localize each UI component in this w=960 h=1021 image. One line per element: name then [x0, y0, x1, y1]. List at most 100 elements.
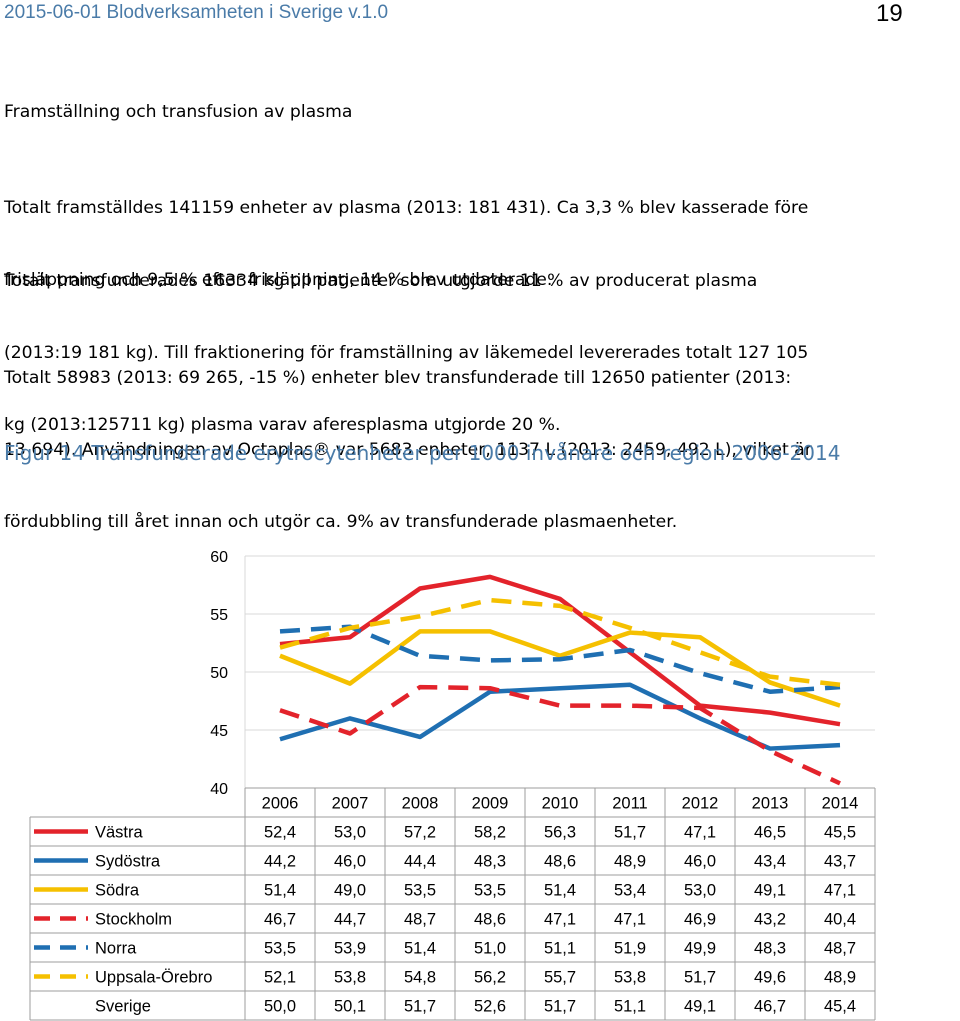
table-cell-value: 53,5 [264, 940, 296, 958]
table-row-label: Sydöstra [95, 853, 161, 871]
table-cell-value: 46,5 [754, 824, 786, 842]
series-line-stockholm [279, 684, 841, 786]
table-cell-value: 49,9 [684, 940, 716, 958]
table-row-label: Sverige [95, 998, 151, 1016]
table-cell-value: 52,4 [264, 824, 296, 842]
series-line-södra [279, 629, 841, 708]
table-cell-value: 56,3 [544, 824, 576, 842]
series-line-västra [279, 574, 841, 727]
table-cell-value: 47,1 [824, 882, 856, 900]
table-cell-value: 53,0 [334, 824, 366, 842]
table-cell-value: 44,2 [264, 853, 296, 871]
section-title: Framställning och transfusion av plasma [4, 102, 353, 122]
table-cell-value: 51,7 [544, 998, 576, 1016]
table-cell-value: 51,7 [614, 824, 646, 842]
table-cell-value: 51,4 [544, 882, 576, 900]
table-header-year: 2007 [332, 795, 369, 813]
paragraph-3-line-3: fördubbling till året innan och utgör ca… [4, 512, 678, 532]
table-row-label: Norra [95, 940, 137, 958]
table-cell-value: 47,1 [614, 911, 646, 929]
paragraph-1: Totalt framställdes 141159 enheter av pl… [4, 148, 960, 316]
table-cell-value: 49,1 [684, 998, 716, 1016]
table-cell-value: 48,7 [404, 911, 436, 929]
table-cell-value: 51,1 [614, 998, 646, 1016]
table-cell-value: 47,1 [684, 824, 716, 842]
table-cell-value: 53,9 [334, 940, 366, 958]
table-cell-value: 52,6 [474, 998, 506, 1016]
table-cell-value: 49,0 [334, 882, 366, 900]
paragraph-2-line-1: Totalt transfunderades 16334 kg till pat… [4, 271, 758, 291]
table-cell-value: 44,7 [334, 911, 366, 929]
table-cell-value: 51,1 [544, 940, 576, 958]
table-cell-value: 53,8 [614, 969, 646, 987]
table-cell-value: 48,6 [544, 853, 576, 871]
y-tick-label: 40 [210, 781, 228, 798]
page-number: 19 [876, 0, 903, 27]
table-header-year: 2011 [612, 795, 647, 813]
running-header: 2015-06-01 Blodverksamheten i Sverige v.… [4, 2, 389, 23]
paragraph-1-line-1: Totalt framställdes 141159 enheter av pl… [4, 198, 809, 218]
table-cell-value: 49,1 [754, 882, 786, 900]
table-cell-value: 44,4 [404, 853, 436, 871]
table-cell-value: 48,9 [824, 969, 856, 987]
paragraph-3-line-1: Totalt 58983 (2013: 69 265, -15 %) enhet… [4, 368, 792, 388]
paragraph-2-line-3: kg (2013:125711 kg) plasma varav aferesp… [4, 415, 561, 435]
table-header-year: 2013 [752, 795, 789, 813]
series-line-sydöstra [279, 682, 841, 751]
table-cell-value: 50,1 [334, 998, 366, 1016]
table-cell-value: 43,7 [824, 853, 856, 871]
table-cell-value: 45,4 [824, 998, 856, 1016]
paragraph-1-line-2: frisläppning och 9,5 % efter frisläppnin… [4, 270, 553, 290]
table-cell-value: 40,4 [824, 911, 856, 929]
y-tick-label: 50 [210, 665, 228, 682]
table-row-label: Västra [95, 824, 144, 842]
table-cell-value: 51,0 [474, 940, 506, 958]
table-header-year: 2010 [542, 795, 579, 813]
paragraph-2: Totalt transfunderades 16334 kg till pat… [4, 221, 960, 461]
table-header-year: 2014 [822, 795, 859, 813]
table-cell-value: 53,5 [404, 882, 436, 900]
paragraph-3-line-2: 13 694). Användningen av Octaplas® var 5… [4, 440, 812, 460]
chart-series-lines [279, 574, 841, 786]
table-header-year: 2006 [262, 795, 299, 813]
table-cell-value: 58,2 [474, 824, 506, 842]
table-cell-value: 43,4 [754, 853, 786, 871]
table-cell-value: 46,9 [684, 911, 716, 929]
table-cell-value: 48,3 [474, 853, 506, 871]
table-cell-value: 48,6 [474, 911, 506, 929]
table-cell-value: 46,7 [264, 911, 296, 929]
table-cell-value: 47,1 [544, 911, 576, 929]
table-cell-value: 51,9 [614, 940, 646, 958]
table-row-label: Södra [95, 882, 140, 900]
table-row-label: Stockholm [95, 911, 172, 929]
table-cell-value: 51,7 [684, 969, 716, 987]
table-cell-value: 53,0 [684, 882, 716, 900]
table-cell-value: 51,7 [404, 998, 436, 1016]
table-cell-value: 51,4 [264, 882, 296, 900]
table-cell-value: 48,9 [614, 853, 646, 871]
table-cell-value: 46,0 [334, 853, 366, 871]
table-cell-value: 57,2 [404, 824, 436, 842]
series-line-norra [279, 624, 841, 694]
table-cell-value: 53,5 [474, 882, 506, 900]
table-cell-value: 46,7 [754, 998, 786, 1016]
table-cell-value: 43,2 [754, 911, 786, 929]
series-line-uppsala-örebro [279, 597, 841, 687]
table-cell-value: 54,8 [404, 969, 436, 987]
table-cell-value: 53,8 [334, 969, 366, 987]
table-cell-value: 53,4 [614, 882, 646, 900]
y-tick-label: 55 [210, 607, 228, 624]
paragraph-2-line-2: (2013:19 181 kg). Till fraktionering för… [4, 343, 809, 363]
y-tick-label: 60 [210, 549, 228, 566]
y-axis-tick-labels: 60 55 50 45 40 [210, 549, 228, 798]
table-cell-value: 56,2 [474, 969, 506, 987]
table-header-year: 2008 [402, 795, 439, 813]
paragraph-3: Totalt 58983 (2013: 69 265, -15 %) enhet… [4, 318, 960, 558]
y-tick-label: 45 [210, 723, 228, 740]
table-cell-value: 50,0 [264, 998, 296, 1016]
table-cell-value: 51,4 [404, 940, 436, 958]
table-row-label: Uppsala-Örebro [95, 969, 212, 987]
table-cell-value: 55,7 [544, 969, 576, 987]
chart-gridlines [244, 555, 875, 788]
